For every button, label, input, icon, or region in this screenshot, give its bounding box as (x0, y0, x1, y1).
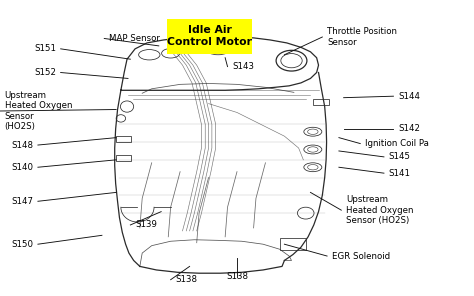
Text: EGR Solenoid: EGR Solenoid (332, 252, 390, 260)
Text: Ignition Coil Pa: Ignition Coil Pa (365, 139, 429, 148)
Text: S138: S138 (175, 275, 197, 284)
Text: S140: S140 (11, 163, 33, 172)
Text: S148: S148 (11, 141, 33, 149)
Text: S139: S139 (135, 221, 157, 229)
Bar (313, 99, 329, 105)
Bar (116, 136, 131, 142)
Text: S151: S151 (34, 44, 56, 53)
Text: S143: S143 (232, 62, 254, 71)
Text: S150: S150 (11, 240, 33, 249)
Text: S144: S144 (398, 92, 420, 101)
Text: Throttle Position
Sensor: Throttle Position Sensor (327, 27, 397, 47)
FancyBboxPatch shape (167, 19, 252, 54)
Bar (116, 155, 131, 161)
Text: MAP Sensor: MAP Sensor (109, 34, 160, 43)
Text: S142: S142 (398, 124, 420, 133)
Text: Idle Air
Control Motor: Idle Air Control Motor (167, 25, 252, 47)
Text: S145: S145 (389, 152, 410, 161)
Text: S138: S138 (226, 272, 248, 281)
Bar (280, 238, 306, 250)
Text: S141: S141 (389, 169, 410, 178)
Text: Upstream
Heated Oxygen
Sensor (HO2S): Upstream Heated Oxygen Sensor (HO2S) (346, 195, 413, 225)
Text: Upstream
Heated Oxygen
Sensor
(HO2S): Upstream Heated Oxygen Sensor (HO2S) (5, 91, 72, 131)
Text: S147: S147 (11, 197, 33, 206)
Text: S152: S152 (34, 68, 56, 77)
